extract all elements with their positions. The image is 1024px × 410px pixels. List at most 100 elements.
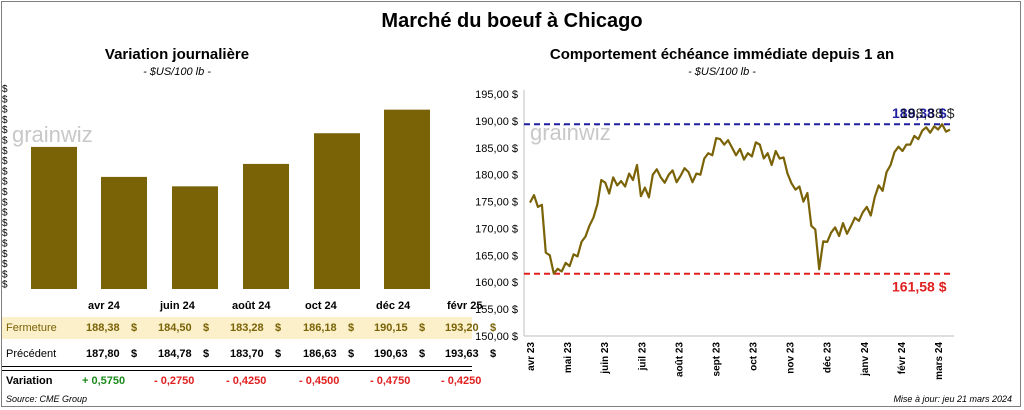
bar (31, 146, 77, 289)
table-month-header: juin 24 (160, 300, 195, 312)
table-month-header: oct 24 (305, 300, 337, 312)
close-currency: $ (419, 322, 426, 334)
y-tick-label: $ (2, 136, 8, 147)
variation-value: - 0,2750 (154, 375, 195, 387)
close-currency: $ (203, 322, 210, 334)
x-tick-label: oct 23 (749, 342, 760, 371)
previous-currency: $ (419, 348, 426, 360)
last-value-label: 188,38 $ (900, 105, 955, 121)
y-tick-label: $ (2, 249, 8, 260)
main-title: Marché du boeuf à Chicago (381, 10, 643, 32)
close-currency: $ (490, 322, 497, 334)
y-tick-label: $ (2, 156, 8, 167)
x-tick-label: sept 23 (711, 342, 722, 377)
previous-currency: $ (348, 348, 355, 360)
left-chart-title: Variation journalière (104, 46, 250, 63)
row-label-close: Fermeture (6, 322, 57, 334)
previous-currency: $ (490, 348, 497, 360)
bar (101, 176, 147, 289)
previous-value: 190,63 (374, 348, 408, 360)
y-tick-label: 165,00 $ (475, 250, 518, 262)
y-tick-label: 170,00 $ (475, 223, 518, 235)
y-tick-label: $ (2, 166, 8, 177)
y-tick-label: $ (2, 259, 8, 270)
table-month-header: avr 24 (88, 300, 120, 312)
y-tick-label: $ (2, 208, 8, 219)
y-tick-label: 195,00 $ (475, 89, 518, 101)
y-tick-label: $ (2, 218, 8, 229)
y-tick-label: $ (2, 228, 8, 239)
y-tick-label: $ (2, 115, 8, 126)
y-tick-label: $ (2, 84, 8, 95)
bar (314, 133, 360, 289)
bar (243, 163, 289, 289)
x-tick-label: févr 24 (897, 342, 908, 375)
y-tick-label: $ (2, 146, 8, 157)
price-series-line (529, 123, 951, 275)
y-tick-label: $ (2, 239, 8, 250)
min-value-label: 161,58 $ (892, 279, 947, 295)
previous-value: 184,78 (158, 348, 192, 360)
line-chart: 150,00 $ 155,00 $ 160,00 $ 165,00 $ 170,00 $… (475, 89, 955, 380)
y-tick-label: $ (2, 177, 8, 188)
variation-value: - 0,4250 (226, 375, 267, 387)
previous-currency: $ (203, 348, 210, 360)
x-tick-label: déc 23 (823, 342, 834, 374)
y-tick-label: 185,00 $ (475, 143, 518, 155)
close-value: 188,38 (86, 322, 120, 334)
x-tick-label: mai 23 (563, 342, 574, 374)
bar (384, 109, 430, 290)
close-value: 190,15 (374, 322, 408, 334)
y-tick-label: $ (2, 197, 8, 208)
row-label-previous: Précédent (6, 348, 57, 360)
y-tick-label: 150,00 $ (475, 331, 518, 343)
previous-value: 186,63 (303, 348, 337, 360)
close-currency: $ (131, 322, 138, 334)
y-tick-label: 180,00 $ (475, 170, 518, 182)
variation-value: - 0,4500 (299, 375, 340, 387)
row-label-variation: Variation (6, 375, 53, 387)
variation-value: + 0,5750 (82, 375, 126, 387)
y-tick-label: $ (2, 125, 8, 136)
x-tick-label: mars 24 (934, 342, 945, 380)
x-tick-label: juil 23 (637, 342, 648, 372)
close-value: 183,28 (230, 322, 264, 334)
right-chart-title: Comportement échéance immédiate depuis 1… (549, 46, 895, 63)
x-tick-label: avr 23 (526, 342, 537, 371)
y-tick-label: 160,00 $ (475, 277, 518, 289)
table-month-header: déc 24 (376, 300, 411, 312)
close-row-background (2, 317, 472, 339)
previous-currency: $ (131, 348, 138, 360)
previous-value: 187,80 (86, 348, 120, 360)
max-value-label: 189,38 $ (892, 105, 947, 121)
bar (172, 186, 218, 289)
y-tick-label: $ (2, 280, 8, 291)
close-currency: $ (275, 322, 282, 334)
y-tick-label: $ (2, 94, 8, 105)
close-value: 184,50 (158, 322, 192, 334)
y-tick-label: 155,00 $ (475, 304, 518, 316)
variation-value: - 0,4250 (441, 375, 482, 387)
previous-currency: $ (275, 348, 282, 360)
table-divider (2, 366, 472, 371)
y-tick-label: $ (2, 269, 8, 280)
x-tick-label: nov 23 (786, 342, 797, 374)
y-tick-label: $ (2, 105, 8, 116)
y-tick-label: $ (2, 187, 8, 198)
update-note: Mise à jour: jeu 21 mars 2024 (893, 394, 1012, 404)
close-value: 186,18 (303, 322, 337, 334)
previous-value: 183,70 (230, 348, 264, 360)
table-month-header: févr 25 (447, 300, 483, 312)
previous-value: 193,63 (445, 348, 479, 360)
close-value: 193,20 (445, 322, 479, 334)
source-note: Source: CME Group (6, 394, 88, 404)
x-tick-label: janv 24 (860, 342, 871, 377)
y-tick-label: 190,00 $ (475, 116, 518, 128)
x-tick-label: août 23 (674, 342, 685, 377)
right-chart-subtitle: - $US/100 lb - (688, 66, 756, 78)
bar-chart: $$$$$$$$$$$$$$$$$$$$grainwiz (2, 84, 430, 291)
table-month-header: août 24 (232, 300, 271, 312)
variation-value: - 0,4750 (370, 375, 411, 387)
y-tick-label: 175,00 $ (475, 197, 518, 209)
